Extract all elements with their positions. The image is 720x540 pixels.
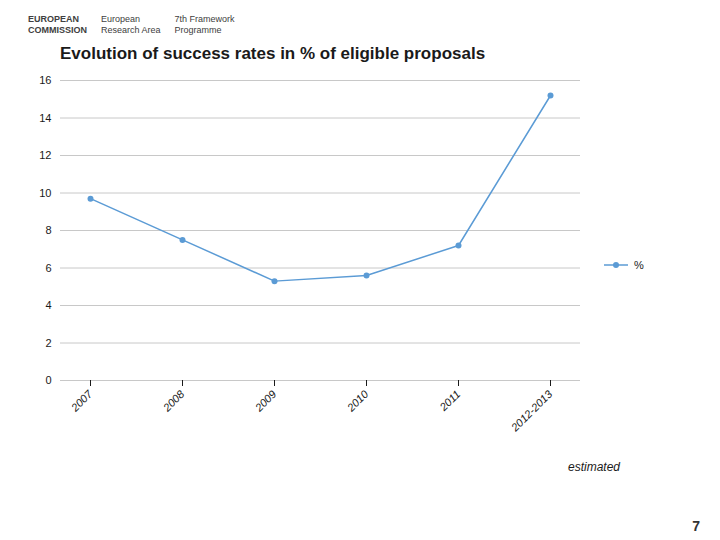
- html-text:7: 7: [692, 518, 700, 534]
- svg-text:16: 16: [39, 74, 51, 86]
- svg-text:0: 0: [45, 374, 51, 386]
- html-text:EUROPEAN: EUROPEAN: [28, 14, 79, 24]
- svg-text:2: 2: [45, 337, 51, 349]
- svg-text:10: 10: [39, 187, 51, 199]
- svg-text:14: 14: [39, 112, 51, 124]
- svg-text:2007: 2007: [68, 387, 95, 414]
- svg-text:2010: 2010: [344, 387, 371, 414]
- svg-text:4: 4: [45, 299, 51, 311]
- html-text:COMMISSION: COMMISSION: [28, 25, 87, 35]
- html-text:Evolution of success rates in: Evolution of success rates in % of eligi…: [60, 44, 486, 63]
- svg-text:6: 6: [45, 262, 51, 274]
- svg-text:12: 12: [39, 149, 51, 161]
- svg-text:2011: 2011: [436, 388, 462, 414]
- svg-text:2012-2013: 2012-2013: [508, 387, 555, 434]
- svg-text:8: 8: [45, 224, 51, 236]
- html-text:European: European: [101, 14, 141, 24]
- svg-text:2008: 2008: [160, 387, 187, 414]
- html-text:estimated: estimated: [568, 460, 620, 474]
- html-text:7th Framework: 7th Framework: [174, 14, 235, 24]
- html-text:Programme: Programme: [174, 25, 222, 35]
- svg-text:2009: 2009: [252, 388, 279, 415]
- html-text:Research Area: Research Area: [101, 25, 161, 35]
